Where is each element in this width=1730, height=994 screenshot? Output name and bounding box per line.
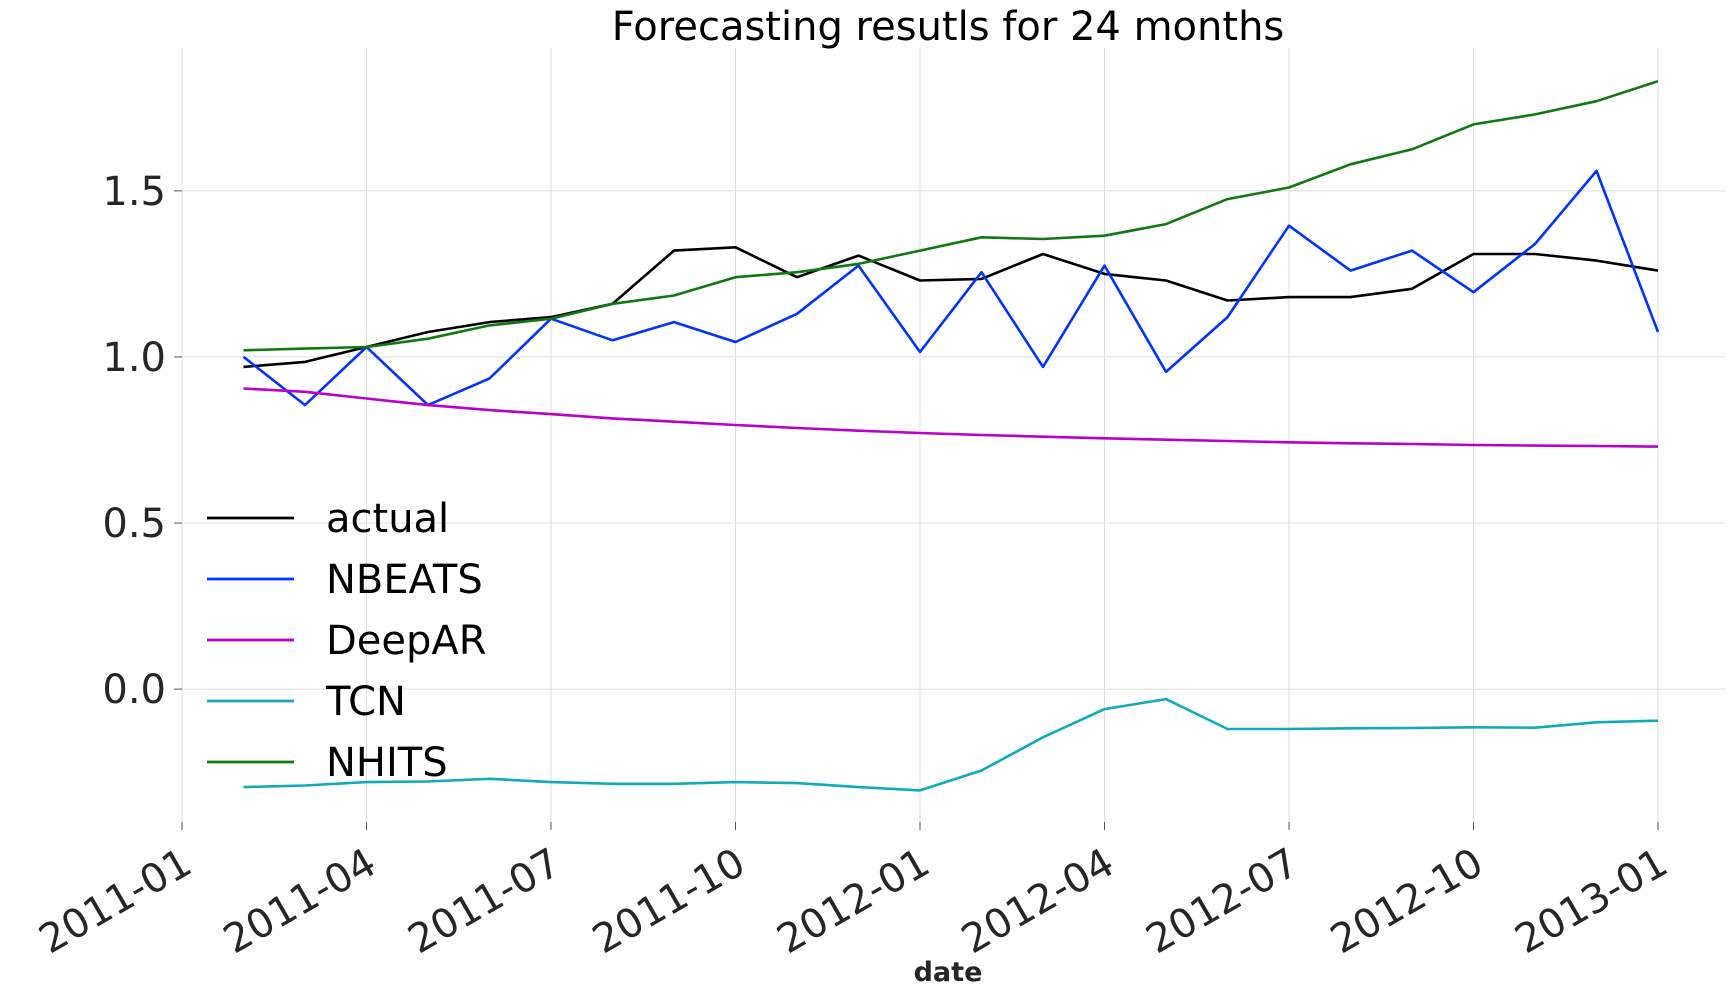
legend-label-tcn: TCN <box>325 679 406 725</box>
x-tick-label: 2011-10 <box>585 840 753 963</box>
x-axis-ticks: 2011-01 2011-04 2011-07 2011-10 2012-01 2012-… <box>32 822 1676 963</box>
x-tick-label: 2012-01 <box>770 840 938 963</box>
y-tick-label: 1.5 <box>102 169 166 215</box>
series-line-deepar <box>243 387 1659 448</box>
x-tick-label: 2012-10 <box>1323 840 1491 963</box>
y-tick-label: 0.0 <box>102 667 166 713</box>
chart-title: Forecasting resutls for 24 months <box>612 4 1285 50</box>
series-lines <box>242 79 1660 792</box>
legend: actual NBEATS DeepAR TCN NHITS <box>207 496 487 786</box>
legend-label-actual: actual <box>326 496 449 542</box>
legend-label-nbeats: NBEATS <box>326 557 483 603</box>
grid-lines <box>181 48 1725 822</box>
x-axis-label: date <box>914 957 983 988</box>
series-line-tcn <box>243 697 1659 792</box>
x-tick-label: 2012-07 <box>1139 840 1307 963</box>
legend-label-nhits: NHITS <box>326 740 448 786</box>
y-axis-ticks: 0.0 0.5 1.0 1.5 <box>102 169 182 713</box>
x-tick-label: 2011-04 <box>216 840 384 963</box>
x-tick-label: 2011-07 <box>401 840 569 963</box>
x-tick-label: 2011-01 <box>32 840 200 963</box>
series-line-actual <box>243 246 1659 369</box>
legend-label-deepar: DeepAR <box>326 618 487 664</box>
x-tick-label: 2012-04 <box>954 840 1122 963</box>
series-line-nbeats <box>242 169 1660 407</box>
y-tick-label: 1.0 <box>102 335 166 381</box>
series-line-nhits <box>243 79 1659 352</box>
x-tick-label: 2013-01 <box>1508 840 1676 963</box>
y-tick-label: 0.5 <box>102 501 166 547</box>
